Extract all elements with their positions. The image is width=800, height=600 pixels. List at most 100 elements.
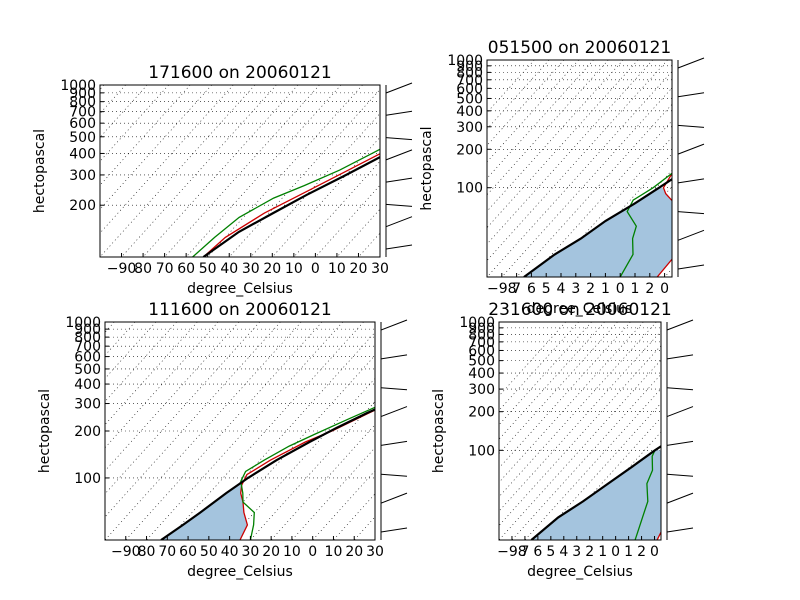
y-tick-label: 600: [468, 343, 495, 359]
y-tick-label: 900: [69, 86, 96, 102]
isotherm-line: [164, 85, 320, 257]
wind-barb: [677, 211, 705, 215]
x-tick-label: −98: [487, 281, 517, 297]
y-axis-label: hectopascal: [431, 389, 447, 473]
wind-barb: [385, 177, 413, 183]
isotherm-line: [105, 322, 198, 426]
isotherm-line: [121, 85, 277, 257]
isotherm-line: [207, 85, 363, 257]
x-tick-label: 3: [572, 544, 581, 560]
parcel-line: [160, 408, 375, 540]
y-tick-label: 200: [456, 142, 483, 158]
x-tick-label: 10: [325, 544, 343, 560]
skewt-panel-2: −987 6 5 4 3 2 1 0 1 2 010020030040050060070080090…: [419, 38, 800, 317]
temperature-line: [656, 530, 661, 540]
wind-barb: [666, 492, 694, 504]
x-tick-label: 50: [199, 261, 217, 277]
x-tick-label: 70: [158, 544, 176, 560]
wind-barb: [666, 473, 694, 477]
wind-barb: [380, 406, 408, 418]
wind-barb: [385, 203, 413, 207]
parcel-line: [202, 155, 380, 257]
isotherm-line: [105, 322, 302, 540]
wind-barb: [666, 387, 694, 391]
axes-frame: [99, 84, 381, 258]
cape-shading: [524, 187, 672, 277]
isotherm-line: [501, 87, 672, 277]
y-tick-label: 900: [456, 59, 483, 75]
isotherm-line: [487, 60, 594, 179]
isotherm-line: [105, 322, 260, 495]
isotherm-line: [146, 322, 343, 540]
axes-frame: [486, 59, 673, 278]
isotherm-line: [487, 60, 668, 262]
isotherm-line: [270, 424, 375, 540]
isotherm-line: [499, 322, 644, 483]
temperature-line: [656, 172, 672, 277]
panel-title: 111600 on 20060121: [148, 300, 331, 320]
wind-barb: [677, 124, 705, 128]
isotherm-line: [499, 330, 661, 512]
panel-title: 231600 on 20060121: [488, 300, 671, 320]
isotherm-line: [105, 322, 281, 518]
y-tick-label: 800: [74, 330, 101, 346]
cape-shading: [531, 450, 661, 540]
wind-barb: [385, 110, 413, 116]
temperature-line: [202, 152, 380, 257]
y-tick-label: 300: [74, 397, 101, 413]
isotherm-line: [499, 322, 592, 426]
isotherm-line: [524, 388, 661, 540]
isotherm-line: [499, 322, 566, 397]
panel-title: 051500 on 20060121: [488, 38, 671, 58]
x-tick-label: −98: [497, 544, 527, 560]
isotherm-line: [693, 322, 800, 540]
x-tick-label: 0: [308, 544, 317, 560]
y-tick-label: 1000: [60, 78, 96, 94]
wind-barb: [666, 354, 694, 360]
x-tick-label: −90: [111, 544, 141, 560]
isotherm-line: [100, 85, 256, 257]
parcel-line: [530, 444, 661, 540]
wind-barb: [666, 406, 694, 418]
isotherm-line: [487, 60, 624, 212]
y-tick-label: 300: [456, 120, 483, 136]
wind-barb: [677, 229, 705, 241]
isotherm-line: [499, 322, 657, 498]
isotherm-line: [354, 516, 375, 540]
x-tick-label: 2: [645, 281, 654, 297]
y-tick-label: 400: [74, 377, 101, 393]
isotherm-line: [667, 322, 800, 540]
x-tick-label: 70: [156, 261, 174, 277]
x-axis-label: degree_Celsius: [527, 564, 633, 580]
isotherm-line: [537, 402, 661, 540]
x-tick-label: 30: [366, 544, 384, 560]
y-tick-label: 600: [69, 116, 96, 132]
y-tick-label: 100: [468, 443, 495, 459]
x-axis-label: degree_Celsius: [187, 281, 293, 297]
y-tick-label: 700: [456, 73, 483, 89]
parcel-line: [523, 177, 672, 277]
isotherm-line: [315, 184, 380, 257]
x-tick-label: 20: [263, 261, 281, 277]
cape-shading: [161, 474, 249, 540]
wind-barb: [380, 440, 408, 446]
x-tick-label: 0: [650, 544, 659, 560]
x-tick-label: 30: [241, 544, 259, 560]
isotherm-line: [664, 268, 672, 277]
isotherm-line: [499, 322, 618, 455]
x-tick-label: 50: [200, 544, 218, 560]
x-tick-label: 0: [311, 261, 320, 277]
x-tick-label: 20: [262, 544, 280, 560]
y-tick-label: 200: [74, 424, 101, 440]
y-tick-label: 800: [456, 65, 483, 81]
isotherm-line: [250, 112, 380, 257]
isotherm-line: [487, 60, 653, 245]
wind-barb: [677, 178, 705, 184]
x-tick-label: 4: [559, 544, 568, 560]
y-axis-label: hectopascal: [32, 129, 48, 213]
y-tick-label: 600: [456, 81, 483, 97]
y-tick-label: 200: [468, 405, 495, 421]
x-tick-label: 1: [598, 544, 607, 560]
isotherm-line: [709, 60, 800, 277]
